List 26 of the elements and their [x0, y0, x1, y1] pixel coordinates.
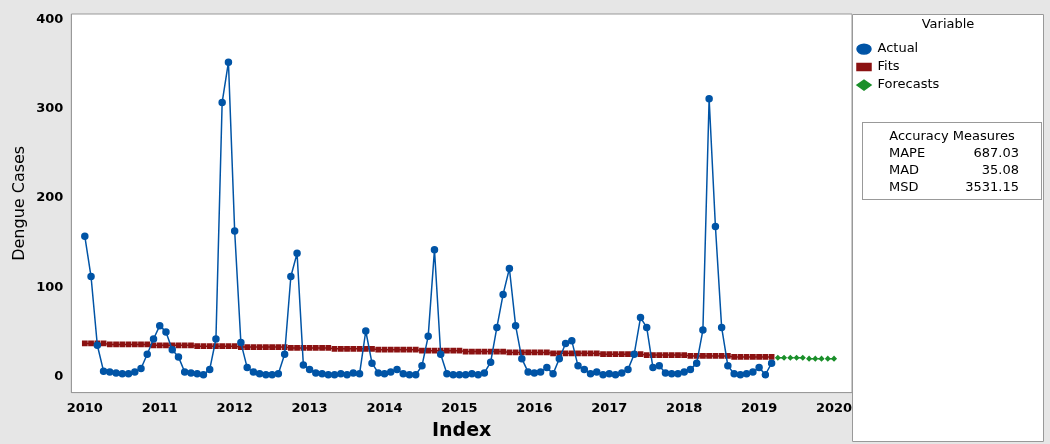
y-tick-label: 300: [36, 100, 64, 116]
x-tick-label: 2012: [216, 399, 253, 415]
x-tick-label: 2015: [441, 399, 478, 415]
legend-title: Variable: [921, 15, 975, 31]
y-tick-label: 400: [36, 10, 64, 26]
x-axis-title: Index: [432, 417, 492, 440]
x-tick-label: 2017: [591, 399, 628, 415]
x-tick-label: 2013: [291, 399, 328, 415]
text: MAD 35.08: [889, 162, 1019, 177]
x-tick-label: 2019: [741, 399, 778, 415]
y-tick-label: 100: [36, 278, 64, 294]
legend-label: Actual: [877, 40, 919, 56]
text: MSD 3531.15: [889, 179, 1019, 194]
legend-label: Forecasts: [877, 76, 940, 92]
y-axis-title: Dengue Cases: [8, 145, 28, 261]
y-tick-label: 0: [54, 367, 64, 383]
legend-label: Fits: [877, 58, 900, 74]
x-tick-label: 2010: [66, 399, 103, 415]
x-tick-label: 2018: [666, 399, 703, 415]
text: Accuracy Measures: [888, 127, 1016, 144]
x-tick-label: 2011: [141, 399, 178, 415]
y-tick-label: 200: [36, 189, 64, 205]
text: MAPE 687.03: [889, 145, 1019, 160]
x-tick-label: 2020: [815, 399, 853, 415]
x-tick-label: 2016: [516, 399, 553, 415]
x-tick-label: 2014: [366, 399, 403, 415]
